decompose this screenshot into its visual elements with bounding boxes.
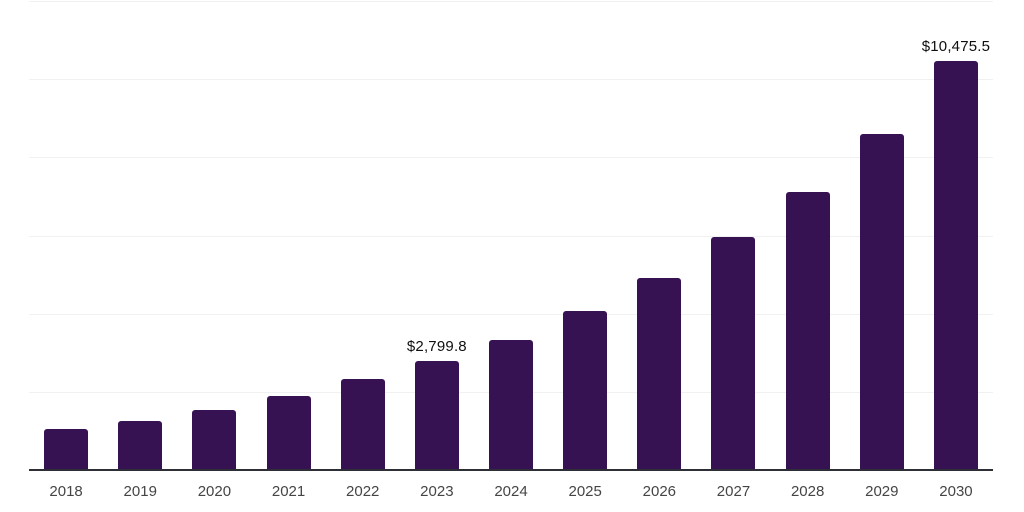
bar-slot-2027 xyxy=(696,0,770,470)
bar-2026[interactable] xyxy=(637,278,682,470)
x-tick-2026: 2026 xyxy=(642,482,677,500)
bar-2022[interactable] xyxy=(340,379,385,470)
x-tick-2027: 2027 xyxy=(716,482,751,500)
bar-2024[interactable] xyxy=(489,340,534,470)
bar-slot-2019 xyxy=(103,0,177,470)
gridline-6000 xyxy=(29,235,993,237)
x-tick-2018: 2018 xyxy=(49,482,83,500)
bar-slot-2022 xyxy=(326,0,400,470)
bar-2023[interactable] xyxy=(414,360,459,470)
bar-slot-2024 xyxy=(474,0,548,470)
bar-slot-2029 xyxy=(845,0,919,470)
value-label-2030: $10,475.5 xyxy=(921,37,991,55)
x-axis-tick-labels: 2018 2019 2020 2021 2022 2023 2024 2025 2026 2027… xyxy=(29,470,993,512)
bar-2019[interactable] xyxy=(118,420,163,470)
x-axis-line xyxy=(29,469,993,471)
x-tick-2020: 2020 xyxy=(197,482,232,500)
x-tick-2025: 2025 xyxy=(568,482,602,500)
bar-2029[interactable] xyxy=(859,133,904,470)
value-label-2023: $2,799.8 xyxy=(406,337,467,355)
gridline-10000 xyxy=(29,79,993,81)
bar-slot-2020 xyxy=(177,0,251,470)
bar-2018[interactable] xyxy=(44,428,89,470)
x-tick-2030: 2030 xyxy=(939,482,973,500)
bar-slot-2026 xyxy=(622,0,696,470)
plot-area: $2,799.8 $10,475.5 xyxy=(29,0,993,471)
x-tick-2021: 2021 xyxy=(271,482,306,500)
bar-2025[interactable] xyxy=(563,311,608,470)
bar-slot-2021 xyxy=(251,0,325,470)
bar-2028[interactable] xyxy=(785,192,830,470)
bar-slot-2018 xyxy=(29,0,103,470)
bar-2021[interactable] xyxy=(266,396,311,470)
x-tick-2028: 2028 xyxy=(790,482,825,500)
bar-slot-2028 xyxy=(771,0,845,470)
bar-series: $2,799.8 $10,475.5 xyxy=(29,0,993,470)
bar-2030[interactable] xyxy=(933,60,978,470)
bar-slot-2025 xyxy=(548,0,622,470)
gridline-12000 xyxy=(29,1,993,2)
x-tick-2019: 2019 xyxy=(123,482,157,500)
bar-2020[interactable] xyxy=(192,410,237,470)
x-tick-2023: 2023 xyxy=(420,482,454,500)
bar-slot-2030: $10,475.5 xyxy=(919,0,993,470)
x-tick-2029: 2029 xyxy=(865,482,899,500)
bar-2027[interactable] xyxy=(711,237,756,470)
gridline-8000 xyxy=(29,157,993,159)
x-tick-2024: 2024 xyxy=(494,482,528,500)
bar-slot-2023: $2,799.8 xyxy=(400,0,474,470)
gridline-4000 xyxy=(29,313,993,315)
x-tick-2022: 2022 xyxy=(346,482,380,500)
